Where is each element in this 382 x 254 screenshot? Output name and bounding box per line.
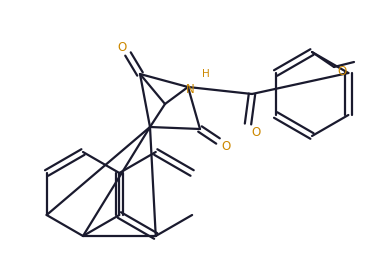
Text: O: O	[117, 40, 126, 53]
Text: O: O	[337, 64, 346, 77]
Text: O: O	[222, 139, 231, 152]
Text: H: H	[202, 69, 210, 79]
Text: O: O	[251, 126, 261, 139]
Text: N: N	[186, 82, 194, 95]
